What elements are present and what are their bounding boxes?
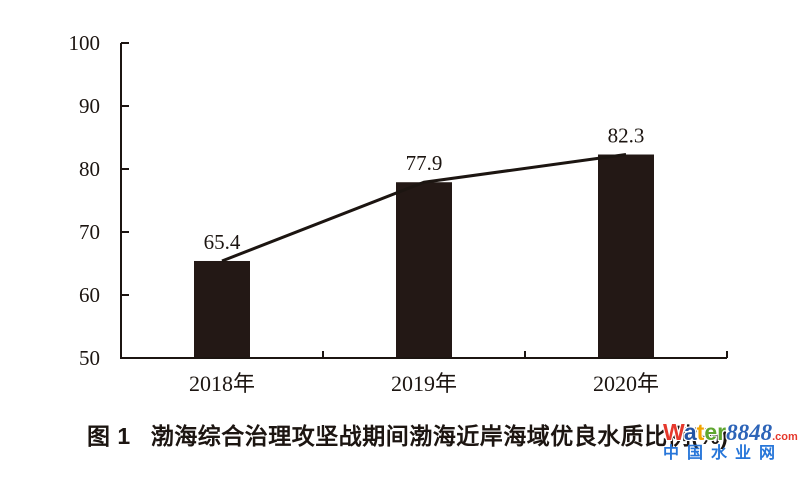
watermark-number: 8848 <box>726 420 773 445</box>
bar-line-chart: 50 60 70 80 90 100 2018年 2019年 2020年 65.4 77.9 82.3 <box>69 31 728 396</box>
watermark-letter: a <box>683 419 697 445</box>
y-tick-label: 90 <box>79 94 100 118</box>
figure-label: 图 1 <box>87 423 131 449</box>
watermark-letter: W <box>663 419 684 445</box>
watermark-brand: Water8848.com <box>663 419 798 445</box>
bar-2020年 <box>598 154 654 358</box>
watermark-logo: Water8848.com 中国水业网 <box>663 421 798 462</box>
x-axis-label: 2019年 <box>391 371 457 396</box>
y-tick-label: 80 <box>79 157 100 181</box>
trend-line <box>221 153 627 263</box>
figure-caption: 图 1 渤海综合治理攻坚战期间渤海近岸海域优良水质比例(%) <box>87 417 728 451</box>
watermark-word: Water <box>663 419 726 445</box>
watermark-letter: r <box>717 419 727 445</box>
figure-title: 渤海综合治理攻坚战期间渤海近岸海域优良水质比例(%) <box>150 423 729 449</box>
watermark-domain: .com <box>772 431 798 443</box>
watermark-letter: e <box>704 419 718 445</box>
x-axis-label: 2020年 <box>593 371 659 396</box>
value-label-2018年: 65.4 <box>204 230 241 254</box>
value-label-2020年: 82.3 <box>608 124 645 148</box>
bar-2018年 <box>194 260 250 358</box>
y-tick-label: 60 <box>79 283 100 307</box>
watermark-chinese-name: 中国水业网 <box>663 445 784 462</box>
y-tick-label: 50 <box>79 346 100 370</box>
x-axis-label: 2018年 <box>189 371 255 396</box>
y-tick-label: 70 <box>79 220 100 244</box>
bar-2019年 <box>396 182 452 358</box>
value-label-2019年: 77.9 <box>406 151 443 175</box>
y-tick-label: 100 <box>69 31 101 55</box>
watermark-letter: t <box>696 419 705 445</box>
